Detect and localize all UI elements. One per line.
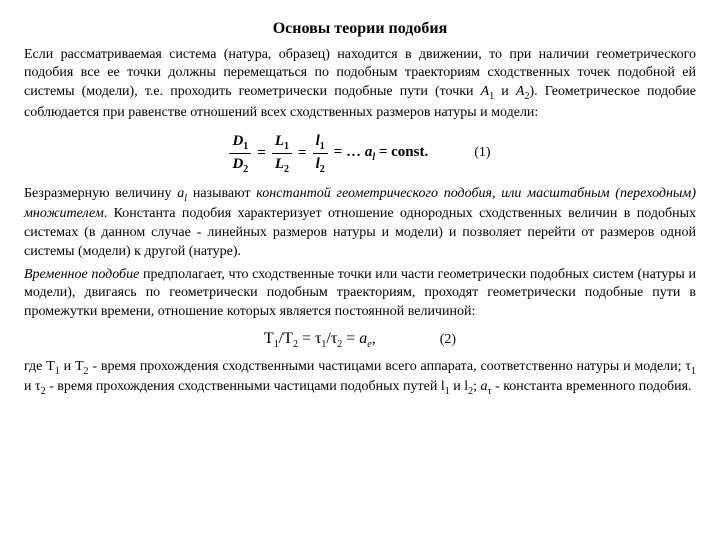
frac-D: D1 D2 xyxy=(229,131,251,177)
eq2-label: (2) xyxy=(440,331,456,350)
p2-b: называют xyxy=(187,186,256,201)
equation-2: T1/T2 = τ1/τ2 = ae, (2) xyxy=(24,328,696,352)
eq1-label: (1) xyxy=(474,144,490,163)
paragraph-3: Временное подобие предполагает, что сход… xyxy=(24,266,696,323)
paragraph-4: где T1 и T2 - время прохождения сходстве… xyxy=(24,358,696,399)
frac-L: L1 L2 xyxy=(272,131,292,177)
paragraph-1: Если рассматриваемая система (натура, об… xyxy=(24,46,696,123)
eq-op: = xyxy=(257,143,266,163)
p2-a: Безразмерную величину xyxy=(24,186,177,201)
equation-1: D1 D2 = L1 L2 = l1 l2 = … al = const. (1… xyxy=(24,131,696,177)
eq-tail: = … al = const. xyxy=(334,142,428,165)
p3-a: Временное подобие xyxy=(24,267,139,282)
eq-op: = xyxy=(298,143,307,163)
p4-a: где T xyxy=(24,359,55,374)
paragraph-2: Безразмерную величину al называют конста… xyxy=(24,185,696,262)
page-title: Основы теории подобия xyxy=(24,18,696,40)
p1-text-b: и xyxy=(494,84,516,99)
p2-d: . Константа подобия характеризует отноше… xyxy=(24,206,696,259)
frac-l: l1 l2 xyxy=(313,131,328,177)
p1-A1: A xyxy=(481,84,490,99)
